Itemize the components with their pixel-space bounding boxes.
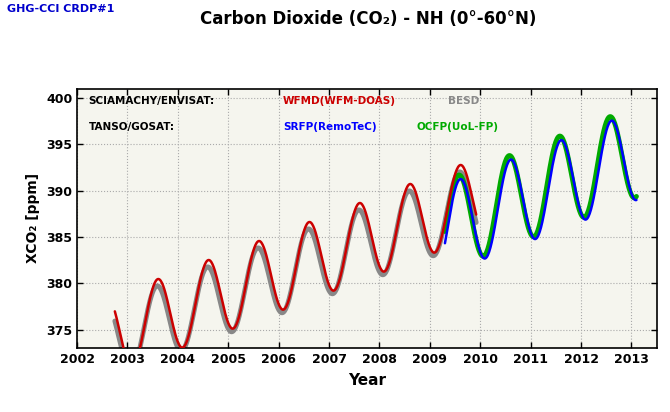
Text: BESD: BESD [448,96,479,106]
Text: SRFP(RemoTeC): SRFP(RemoTeC) [283,122,377,132]
Text: Carbon Dioxide (CO₂) - NH (0°-60°N): Carbon Dioxide (CO₂) - NH (0°-60°N) [200,10,537,28]
Text: TANSO/GOSAT:: TANSO/GOSAT: [88,122,175,132]
Y-axis label: XCO₂ [ppm]: XCO₂ [ppm] [26,173,40,263]
Text: GHG-CCI CRDP#1: GHG-CCI CRDP#1 [7,4,114,14]
Text: WFMD(WFM-DOAS): WFMD(WFM-DOAS) [283,96,396,106]
X-axis label: Year: Year [348,373,386,388]
Text: SCIAMACHY/ENVISAT:: SCIAMACHY/ENVISAT: [88,96,215,106]
Text: OCFP(UoL-FP): OCFP(UoL-FP) [416,122,498,132]
